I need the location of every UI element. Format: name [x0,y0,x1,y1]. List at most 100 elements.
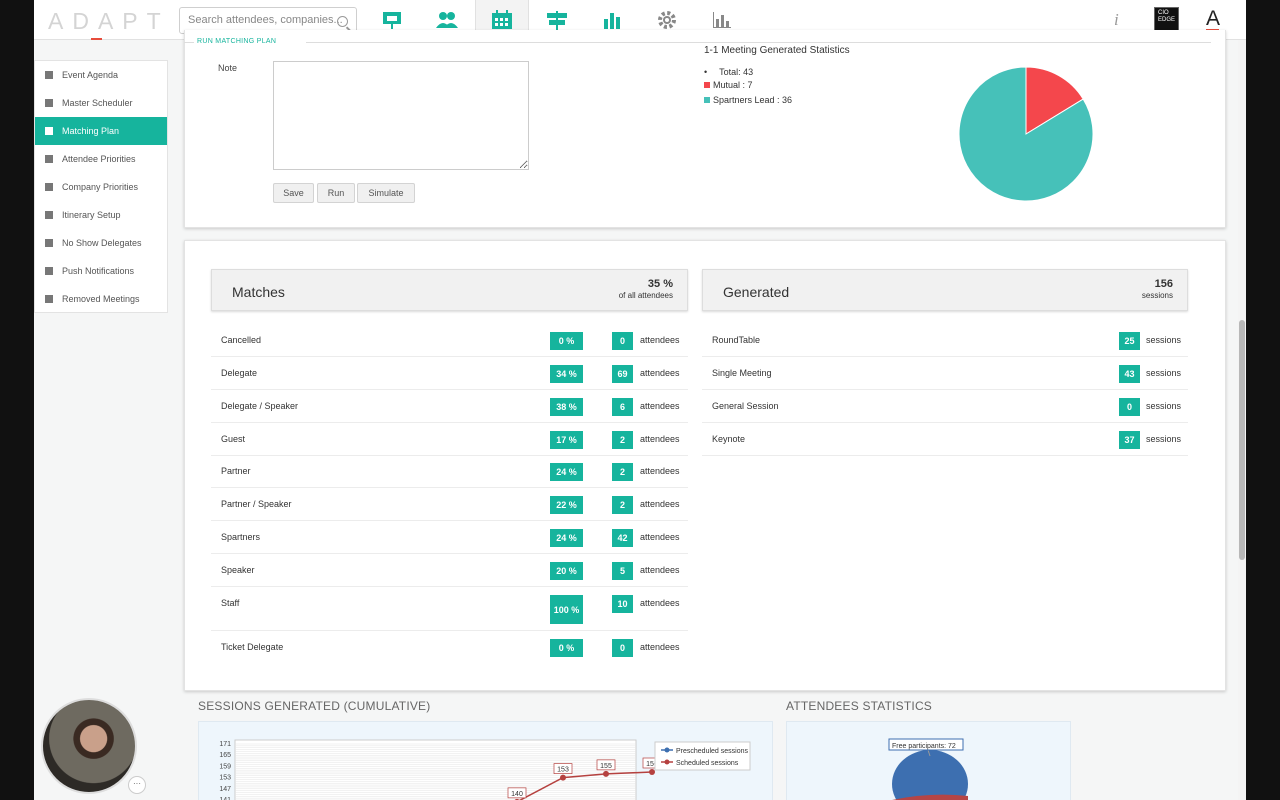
table-row[interactable]: Partner / Speaker [211,488,688,521]
list-icon [45,183,53,191]
table-row[interactable]: Partner [211,455,688,488]
sidebar-item-label: Push Notifications [62,266,135,276]
info-icon[interactable]: i [1114,10,1119,29]
attendees-unit-label: attendees [640,598,680,608]
attendees-icon[interactable] [420,0,474,40]
attendees-unit-label: attendees [640,434,680,444]
attendees-unit-label: attendees [640,335,680,345]
table-row[interactable]: Single Meeting [702,357,1188,390]
webcam-more-button[interactable]: ··· [128,776,146,794]
sidebar-item-itinerary-setup[interactable]: Itinerary Setup [35,201,167,229]
attendees-unit-label: attendees [640,532,680,542]
matches-pct-sub: of all attendees [618,291,673,300]
sidebar-item-push-notifications[interactable]: Push Notifications [35,257,167,285]
match-percent-badge: 0 % [550,639,583,657]
table-row[interactable]: Ticket Delegate [211,631,688,664]
session-count-badge: 0 [1119,398,1140,416]
data-label: 156 [646,761,658,768]
match-count-badge: 10 [612,595,633,613]
stat-total-text: Total: 43 [719,67,754,77]
table-row[interactable]: Cancelled [211,324,688,357]
user-icon [45,239,53,247]
note-textarea[interactable] [273,61,529,170]
matches-pct-value: 35 % [647,278,673,290]
match-percent-badge: 17 % [550,431,583,449]
table-row[interactable]: Delegate / Speaker [211,390,688,423]
app-logo[interactable]: ADAPT [48,8,170,40]
match-count-badge: 6 [612,398,633,416]
data-label: 153 [557,767,569,774]
match-count-badge: 2 [612,496,633,514]
search-icon[interactable] [337,16,348,27]
sidebar-item-matching-plan[interactable]: Matching Plan [35,117,167,145]
match-category-label: Delegate [221,368,258,378]
sidebar-item-label: Attendee Priorities [62,154,136,164]
sessions-chart: 171 165 159 153 147 141 140 153 155 156 Preschedul… [198,721,773,800]
match-category-label: Speaker [221,565,255,575]
match-percent-badge: 38 % [550,398,583,416]
note-label: Note [218,63,238,73]
match-percent-badge: 34 % [550,365,583,383]
meeting-stats-title: 1-1 Meeting Generated Statistics [704,45,850,56]
sessions-unit-label: sessions [1146,368,1182,378]
webcam-overlay[interactable] [41,698,137,794]
table-row[interactable]: Staff [211,587,688,631]
user-avatar[interactable]: A [1206,7,1220,31]
table-row[interactable]: Keynote [702,423,1188,456]
sidebar-item-no-show-delegates[interactable]: No Show Delegates [35,229,167,257]
data-label: 140 [511,791,523,798]
sidebar: Event Agenda Master Scheduler Matching P… [34,60,168,313]
stat-spartners: Spartners Lead : 36 [704,95,792,105]
pie-slice-spartners-lead[interactable] [958,66,1094,202]
table-row[interactable]: Delegate [211,357,688,390]
pie-slice-mutual[interactable] [1025,66,1084,135]
session-count-badge: 43 [1119,365,1140,383]
sidebar-item-master-scheduler[interactable]: Master Scheduler [35,89,167,117]
data-point [560,774,566,781]
data-point [649,769,655,775]
event-logo[interactable]: CIO EDGE [1154,7,1179,34]
legend-marker [664,759,670,765]
attendee-chart: Free participants: 72 [786,721,1071,800]
table-row[interactable]: Spartners [211,521,688,554]
sessions-unit-label: sessions [1146,434,1182,444]
y-tick-label: 159 [219,763,231,770]
sidebar-item-attendee-priorities[interactable]: Attendee Priorities [35,145,167,173]
sidebar-item-event-agenda[interactable]: Event Agenda [35,61,167,89]
user-icon [45,295,53,303]
scrollbar-thumb[interactable] [1239,320,1245,560]
generated-total: 156 sessions [1142,278,1173,302]
save-button[interactable]: Save [273,183,314,203]
match-category-label: Guest [221,434,246,444]
statistics-icon[interactable] [695,0,749,40]
table-row[interactable]: General Session [702,390,1188,423]
search-input[interactable]: Search attendees, companies... [179,7,357,34]
attendee-chart-svg: Free participants: 72 [888,738,968,800]
swap-icon [45,127,53,135]
meeting-stats-pie-chart [958,66,1094,202]
sidebar-item-company-priorities[interactable]: Company Priorities [35,173,167,201]
mutual-swatch [704,82,710,88]
table-row[interactable]: Speaker [211,554,688,587]
sidebar-item-removed-meetings[interactable]: Removed Meetings [35,285,167,313]
presentation-icon[interactable] [365,0,419,40]
bar-chart-icon[interactable] [585,0,639,40]
logo-text: ADAPT [48,8,170,34]
signpost-icon[interactable] [530,0,584,40]
table-row[interactable]: RoundTable [702,324,1188,357]
grid-icon [45,99,53,107]
run-button[interactable]: Run [317,183,355,203]
y-tick-label: 153 [219,775,231,782]
sessions-chart-heading: SESSIONS GENERATED (CUMULATIVE) [198,699,431,713]
sidebar-item-label: Removed Meetings [62,294,140,304]
gear-icon[interactable] [640,0,694,40]
match-count-badge: 42 [612,529,633,547]
table-row[interactable]: Guest [211,423,688,456]
y-tick-label: 165 [219,752,231,759]
match-category-label: Spartners [221,532,261,542]
stat-mutual-text: Mutual : 7 [713,80,753,90]
simulate-button[interactable]: Simulate [357,183,415,203]
list-icon [45,155,53,163]
match-percent-badge: 22 % [550,496,583,514]
bullet-dot: • [704,67,708,77]
